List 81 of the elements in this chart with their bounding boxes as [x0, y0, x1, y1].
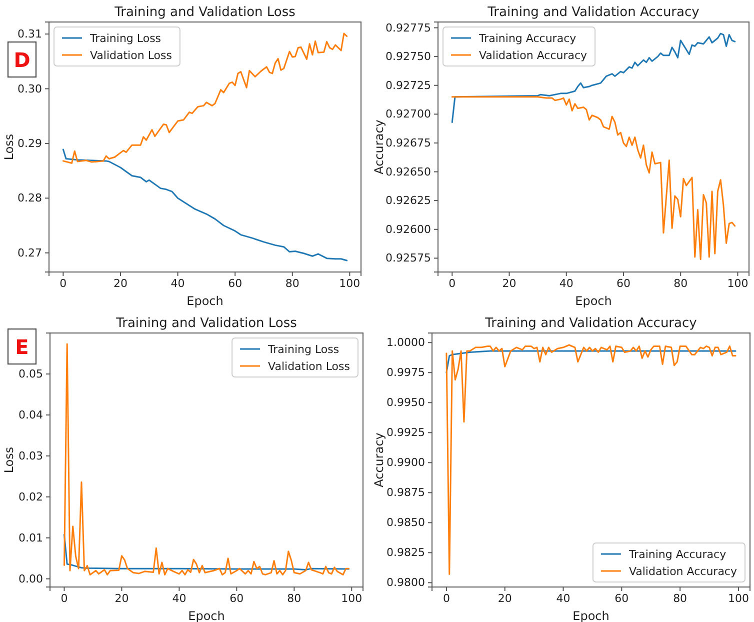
x-tick-label: 80	[287, 592, 302, 605]
x-tick-label: 40	[170, 276, 185, 290]
text: E	[15, 335, 29, 359]
x-tick-label: 0	[60, 592, 68, 605]
y-tick-label: 1.0000	[386, 336, 425, 350]
x-tick-label: 40	[559, 276, 574, 290]
x-axis-title: Epoch	[575, 294, 612, 308]
y-tick-label: 0.92675	[386, 136, 431, 150]
legend-label: Training Accuracy	[628, 548, 727, 561]
y-tick-label: 0.9800	[386, 576, 425, 590]
y-tick-label: 0.92725	[386, 78, 431, 92]
y-tick-label: 0.04	[18, 408, 43, 422]
x-tick-label: 20	[498, 592, 512, 605]
y-tick-label: 0.00	[18, 572, 43, 586]
y-tick-label: 0.92625	[386, 194, 431, 208]
line-series	[63, 534, 350, 571]
x-tick-label: 80	[673, 592, 688, 605]
x-tick-label: 60	[616, 276, 630, 290]
x-tick-label: 20	[113, 276, 128, 290]
line-series	[63, 343, 350, 576]
y-axis-title: Accuracy	[372, 432, 386, 488]
line-series	[62, 32, 348, 164]
y-tick-label: 0.30	[18, 82, 42, 96]
legend-label: Training Loss	[267, 343, 340, 356]
y-tick-label: 0.9925	[386, 426, 425, 440]
x-tick-label: 0	[60, 276, 67, 290]
x-tick-label: 60	[614, 592, 629, 605]
y-tick-label: 0.9850	[386, 516, 425, 530]
legend-label: Validation Accuracy	[628, 565, 738, 578]
x-tick-label: 0	[442, 592, 450, 605]
legend-label: Training Loss	[89, 32, 162, 45]
legend-label: Validation Loss	[268, 360, 350, 373]
y-tick-label: 0.9875	[386, 486, 425, 500]
y-tick-label: 0.31	[18, 28, 42, 41]
line-series	[451, 96, 736, 260]
x-tick-label: 100	[728, 592, 749, 605]
y-tick-label: 0.92775	[386, 21, 431, 34]
y-tick-label: 0.05	[18, 367, 43, 380]
text: D	[14, 48, 30, 72]
y-tick-label: 0.92650	[386, 165, 431, 178]
line-series	[451, 32, 736, 123]
y-tick-label: 0.92700	[386, 108, 431, 121]
y-tick-label: 0.9825	[386, 546, 425, 560]
line-series	[62, 148, 348, 262]
y-tick-label: 0.29	[18, 136, 42, 150]
x-tick-label: 20	[502, 276, 516, 290]
chart-title: Training and Validation Loss	[114, 5, 296, 20]
y-tick-label: 0.9900	[386, 456, 425, 470]
y-tick-label: 0.9975	[386, 366, 425, 380]
x-tick-label: 80	[674, 276, 688, 290]
x-tick-label: 0	[448, 276, 456, 290]
y-tick-label: 0.28	[18, 192, 42, 205]
legend-label: Validation Loss	[90, 49, 172, 62]
x-tick-label: 100	[341, 592, 362, 605]
x-tick-label: 40	[556, 592, 570, 605]
x-tick-label: 20	[114, 592, 129, 605]
y-tick-label: 0.92600	[386, 222, 431, 236]
y-tick-label: 0.9950	[386, 396, 425, 410]
y-axis-title: Loss	[2, 134, 16, 160]
y-tick-label: 0.01	[18, 531, 43, 544]
y-tick-label: 0.92750	[386, 50, 431, 64]
x-tick-label: 100	[339, 276, 360, 290]
line-series	[446, 350, 736, 374]
legend-label: Validation Accuracy	[479, 49, 588, 62]
x-tick-label: 40	[172, 592, 186, 605]
legend-label: Training Accuracy	[478, 32, 577, 45]
y-tick-label: 0.92575	[386, 252, 431, 265]
y-axis-title: Accuracy	[372, 120, 386, 174]
y-tick-label: 0.03	[18, 449, 43, 462]
chart-title: Training and Validation Loss	[115, 316, 298, 331]
x-tick-label: 60	[228, 276, 242, 290]
line-series	[446, 344, 736, 576]
chart-title: Training and Validation Accuracy	[486, 5, 700, 20]
x-axis-title: Epoch	[186, 294, 224, 308]
x-tick-label: 100	[727, 276, 748, 290]
x-tick-label: 80	[285, 276, 300, 290]
y-tick-label: 0.02	[18, 490, 43, 504]
y-tick-label: 0.27	[18, 246, 42, 260]
x-tick-label: 60	[230, 592, 244, 605]
y-axis-title: Loss	[2, 446, 16, 474]
chart-title: Training and Validation Accuracy	[484, 316, 698, 331]
